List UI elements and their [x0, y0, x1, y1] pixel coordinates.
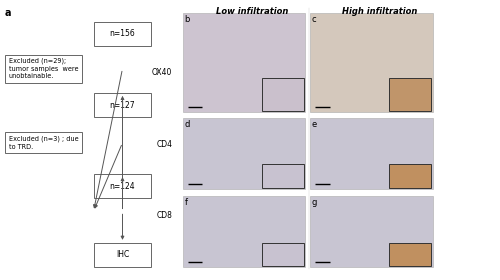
Text: n=127: n=127 — [110, 101, 136, 109]
FancyBboxPatch shape — [390, 164, 431, 188]
FancyBboxPatch shape — [94, 243, 151, 267]
Text: n=124: n=124 — [110, 182, 136, 191]
FancyBboxPatch shape — [390, 243, 431, 266]
FancyBboxPatch shape — [262, 243, 304, 266]
FancyBboxPatch shape — [310, 196, 432, 267]
Text: Low infiltration: Low infiltration — [216, 7, 288, 16]
Text: n=156: n=156 — [110, 29, 136, 38]
FancyBboxPatch shape — [182, 13, 305, 112]
Text: CD8: CD8 — [156, 211, 172, 220]
Text: a: a — [5, 8, 12, 18]
Text: IHC: IHC — [116, 250, 129, 259]
Text: f: f — [184, 198, 188, 207]
Text: Excluded (n=3) ; due
to TRD.: Excluded (n=3) ; due to TRD. — [8, 136, 78, 150]
FancyBboxPatch shape — [182, 196, 305, 267]
Text: b: b — [184, 15, 190, 24]
Text: Excluded (n=29);
tumor samples  were
unobtainable.: Excluded (n=29); tumor samples were unob… — [8, 58, 78, 79]
Text: CD4: CD4 — [156, 140, 172, 149]
FancyBboxPatch shape — [182, 118, 305, 189]
FancyBboxPatch shape — [262, 164, 304, 188]
FancyBboxPatch shape — [94, 174, 151, 198]
Text: OX40: OX40 — [152, 68, 172, 77]
Text: e: e — [312, 120, 318, 129]
Text: c: c — [312, 15, 316, 24]
FancyBboxPatch shape — [94, 93, 151, 117]
FancyBboxPatch shape — [310, 13, 432, 112]
FancyBboxPatch shape — [4, 55, 82, 83]
Text: d: d — [184, 120, 190, 129]
FancyBboxPatch shape — [262, 78, 304, 111]
FancyBboxPatch shape — [94, 22, 151, 45]
Text: High infiltration: High infiltration — [342, 7, 417, 16]
Text: g: g — [312, 198, 318, 207]
FancyBboxPatch shape — [390, 78, 431, 111]
FancyBboxPatch shape — [310, 118, 432, 189]
FancyBboxPatch shape — [4, 132, 82, 153]
